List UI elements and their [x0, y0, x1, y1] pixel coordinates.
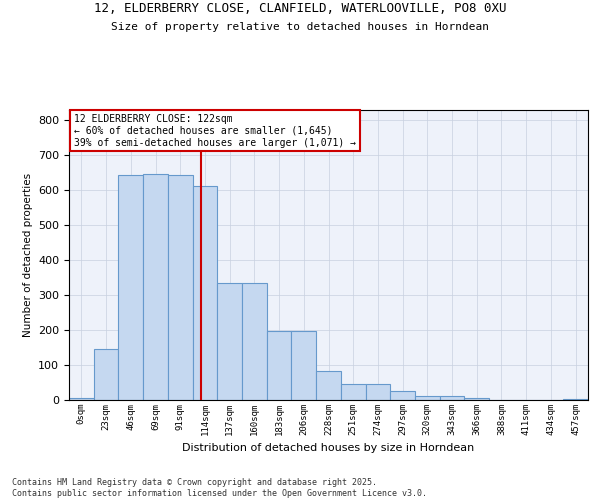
- Bar: [292, 331, 316, 400]
- Bar: [217, 283, 242, 400]
- Y-axis label: Number of detached properties: Number of detached properties: [23, 173, 32, 337]
- Bar: [563, 399, 588, 400]
- Bar: [365, 384, 390, 400]
- Bar: [118, 174, 143, 400]
- Text: Size of property relative to detached houses in Horndean: Size of property relative to detached ho…: [111, 22, 489, 32]
- Bar: [267, 331, 292, 400]
- Bar: [440, 396, 464, 400]
- Bar: [390, 390, 415, 400]
- Bar: [464, 398, 489, 400]
- Text: 12 ELDERBERRY CLOSE: 122sqm
← 60% of detached houses are smaller (1,645)
39% of : 12 ELDERBERRY CLOSE: 122sqm ← 60% of det…: [74, 114, 356, 148]
- Bar: [242, 283, 267, 400]
- X-axis label: Distribution of detached houses by size in Horndean: Distribution of detached houses by size …: [182, 444, 475, 454]
- Bar: [143, 174, 168, 400]
- Bar: [316, 371, 341, 400]
- Text: Contains HM Land Registry data © Crown copyright and database right 2025.
Contai: Contains HM Land Registry data © Crown c…: [12, 478, 427, 498]
- Bar: [341, 384, 365, 400]
- Bar: [94, 350, 118, 400]
- Text: 12, ELDERBERRY CLOSE, CLANFIELD, WATERLOOVILLE, PO8 0XU: 12, ELDERBERRY CLOSE, CLANFIELD, WATERLO…: [94, 2, 506, 16]
- Bar: [69, 398, 94, 400]
- Bar: [193, 186, 217, 400]
- Bar: [415, 396, 440, 400]
- Bar: [168, 174, 193, 400]
